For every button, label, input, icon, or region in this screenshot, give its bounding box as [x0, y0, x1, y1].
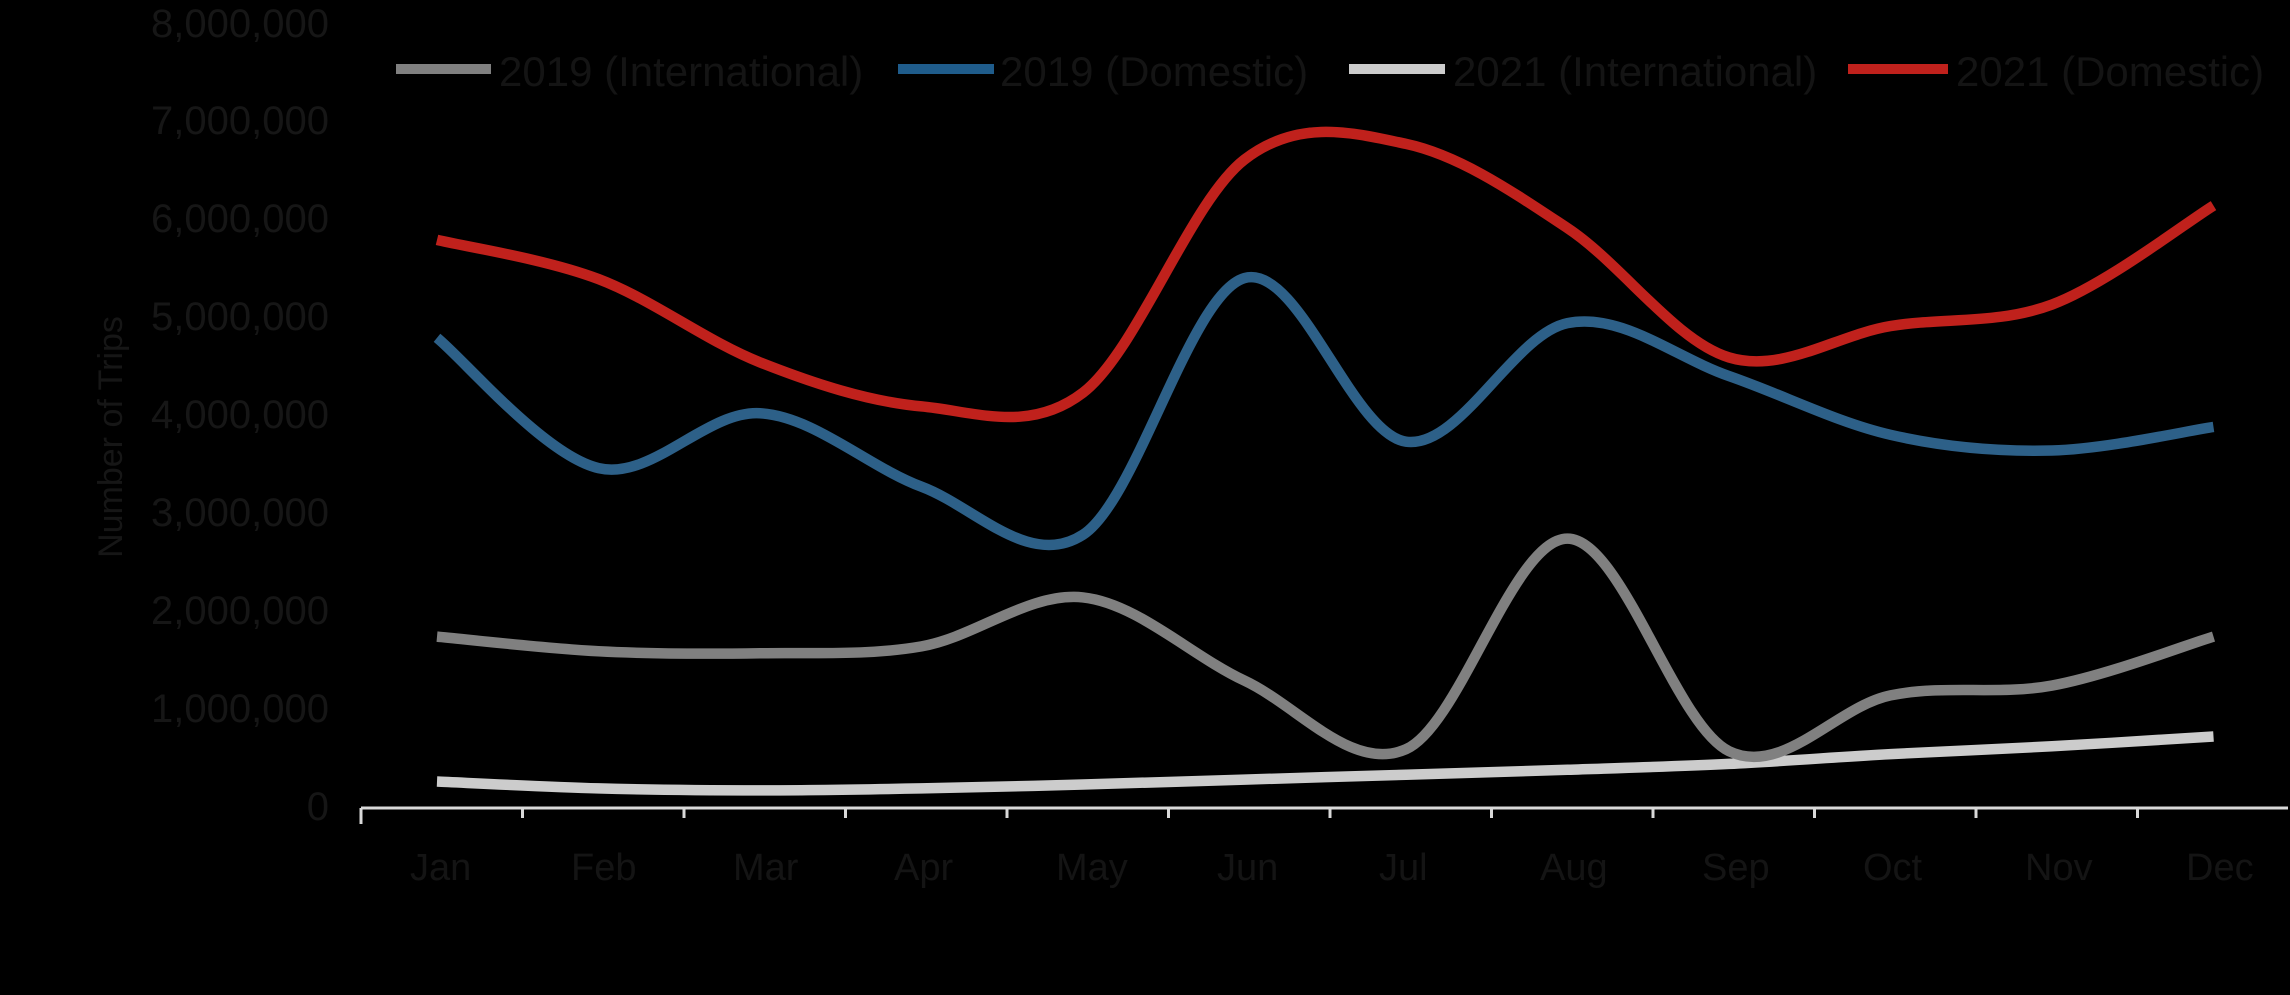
svg-text:2,000,000: 2,000,000	[151, 589, 329, 633]
svg-text:2019 (International): 2019 (International)	[499, 48, 863, 95]
svg-text:Apr: Apr	[894, 847, 953, 889]
svg-text:Oct: Oct	[1863, 847, 1923, 889]
svg-text:8,000,000: 8,000,000	[151, 2, 329, 46]
svg-text:Jan: Jan	[410, 847, 471, 889]
svg-text:4,000,000: 4,000,000	[151, 393, 329, 437]
svg-text:Sep: Sep	[1702, 847, 1770, 889]
svg-text:Aug: Aug	[1540, 847, 1608, 889]
svg-text:2021 (International): 2021 (International)	[1453, 48, 1817, 95]
svg-text:Dec: Dec	[2186, 847, 2254, 889]
svg-text:1,000,000: 1,000,000	[151, 687, 329, 731]
svg-text:0: 0	[307, 785, 329, 829]
svg-text:5,000,000: 5,000,000	[151, 295, 329, 339]
svg-text:2021 (Domestic): 2021 (Domestic)	[1956, 48, 2264, 95]
svg-text:3,000,000: 3,000,000	[151, 491, 329, 535]
svg-text:6,000,000: 6,000,000	[151, 197, 329, 241]
svg-text:May: May	[1056, 847, 1128, 889]
svg-text:Number of Trips: Number of Trips	[92, 316, 130, 558]
svg-text:2019 (Domestic): 2019 (Domestic)	[1000, 48, 1308, 95]
svg-text:Nov: Nov	[2025, 847, 2093, 889]
svg-text:7,000,000: 7,000,000	[151, 99, 329, 143]
svg-text:Feb: Feb	[571, 847, 636, 889]
svg-text:Jun: Jun	[1217, 847, 1278, 889]
svg-text:Mar: Mar	[733, 847, 799, 889]
svg-text:Jul: Jul	[1379, 847, 1428, 889]
